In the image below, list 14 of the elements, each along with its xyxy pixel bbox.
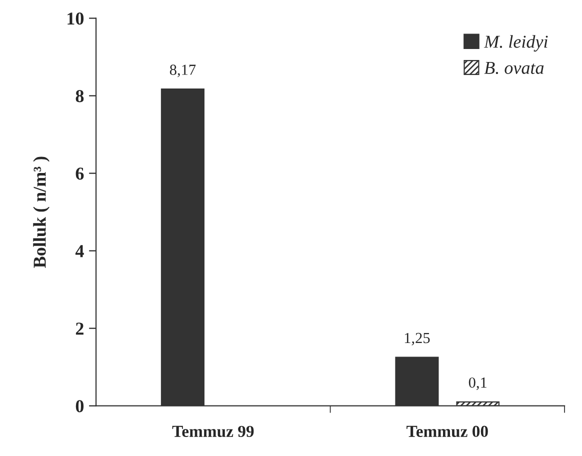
x-tick-label: Temmuz 00	[406, 426, 488, 438]
y-tick-label: 8	[76, 90, 84, 102]
y-tick-label: 4	[75, 245, 84, 258]
y-tick-label: 10	[68, 12, 84, 25]
y-tick-label: 0	[76, 400, 84, 412]
y-tick-label: 6	[76, 168, 84, 180]
legend-label: B. ovata	[484, 62, 544, 74]
data-label: 0,1	[468, 377, 486, 390]
data-label: 1,25	[404, 332, 430, 346]
x-tick-label: Temmuz 99	[172, 426, 254, 438]
y-tick-label: 2	[76, 322, 84, 335]
data-label: 8,17	[170, 64, 196, 78]
y-axis-title: Bolluk ( n/m³ )	[33, 156, 50, 268]
legend-label: M. leidyi	[484, 35, 548, 52]
